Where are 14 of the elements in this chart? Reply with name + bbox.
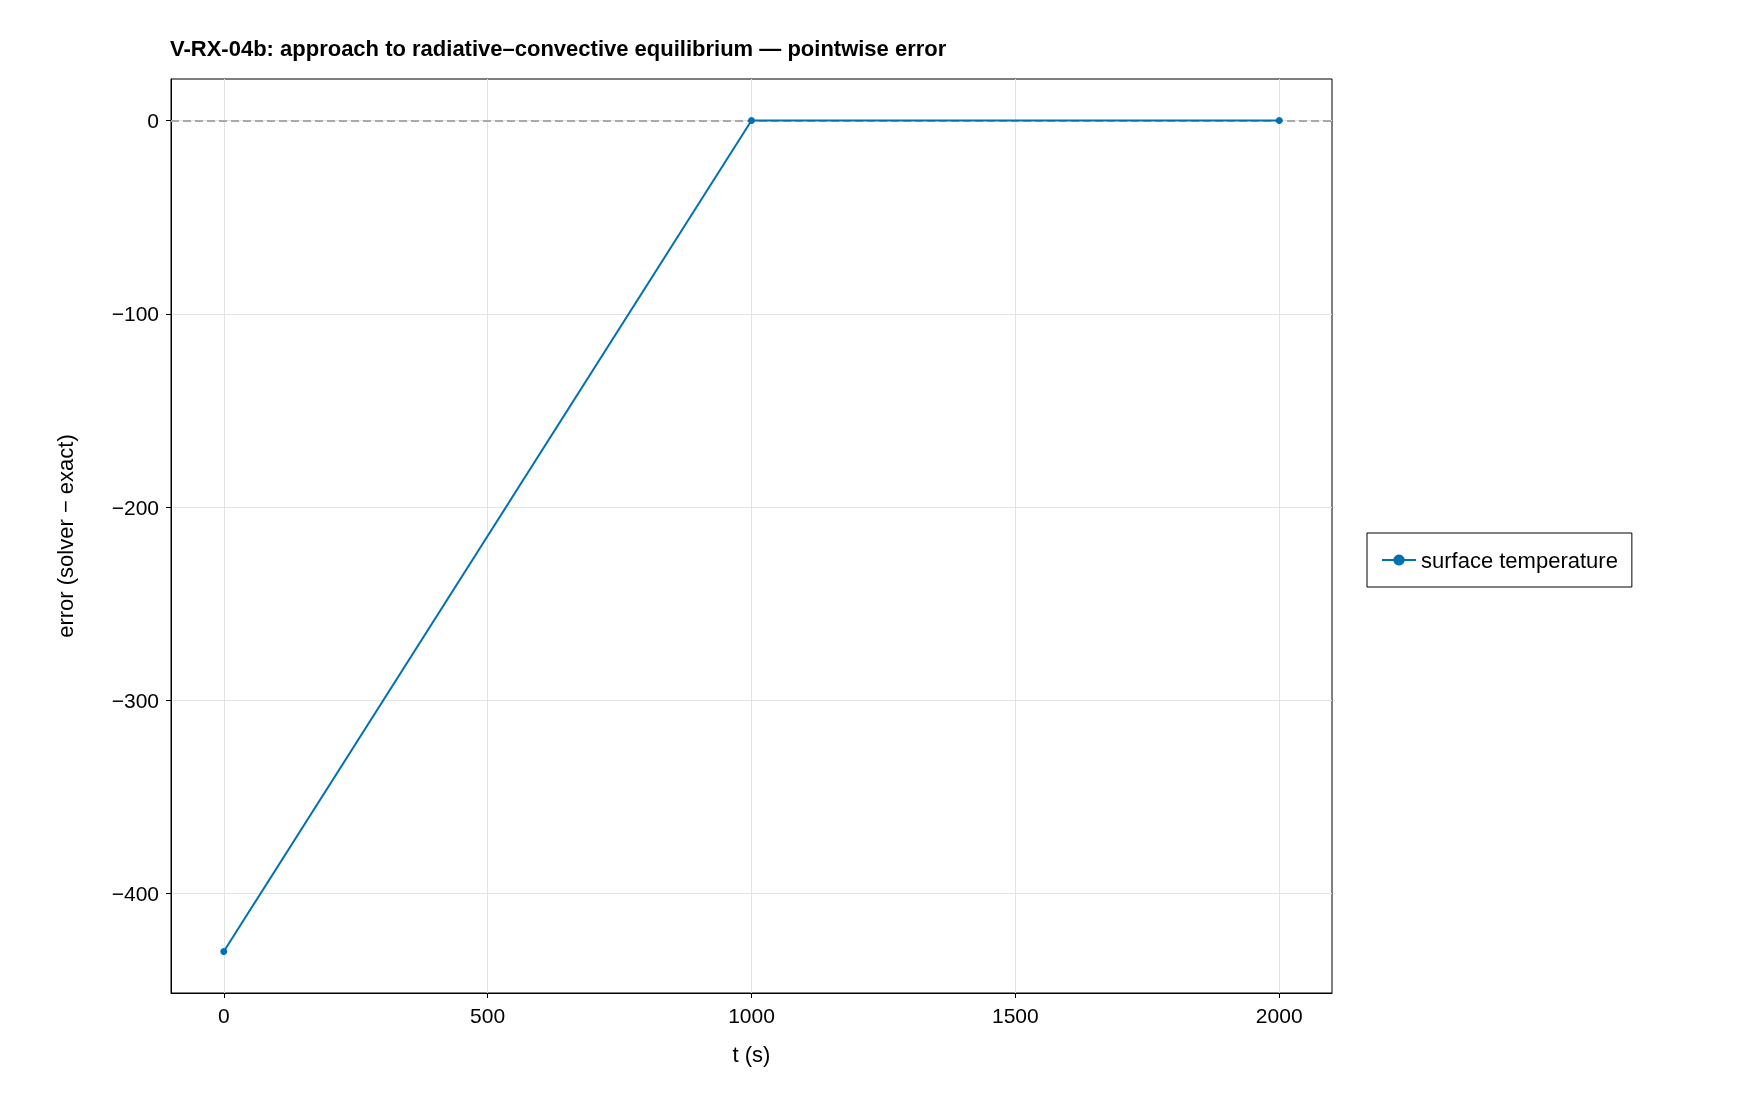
chart-title: V-RX-04b: approach to radiative–convective equilibrium — pointwise error xyxy=(170,35,947,61)
x-tick-label: 1000 xyxy=(728,1004,775,1027)
y-tick-label: −100 xyxy=(111,302,159,326)
y-tick-label: −200 xyxy=(111,495,159,519)
x-axis-title: t (s) xyxy=(732,1041,771,1067)
x-tick-label: 0 xyxy=(217,1004,230,1027)
x-tick-label: 2000 xyxy=(1255,1004,1303,1027)
y-axis-title: error (solver − exact) xyxy=(52,434,78,638)
x-tick-label: 500 xyxy=(470,1004,506,1027)
x-tick-label: 1500 xyxy=(992,1004,1039,1027)
y-tick-label: −300 xyxy=(111,688,159,712)
y-tick-label: −400 xyxy=(111,881,159,905)
y-tick-label: 0 xyxy=(147,109,159,133)
legend-label: surface temperature xyxy=(1421,547,1618,573)
